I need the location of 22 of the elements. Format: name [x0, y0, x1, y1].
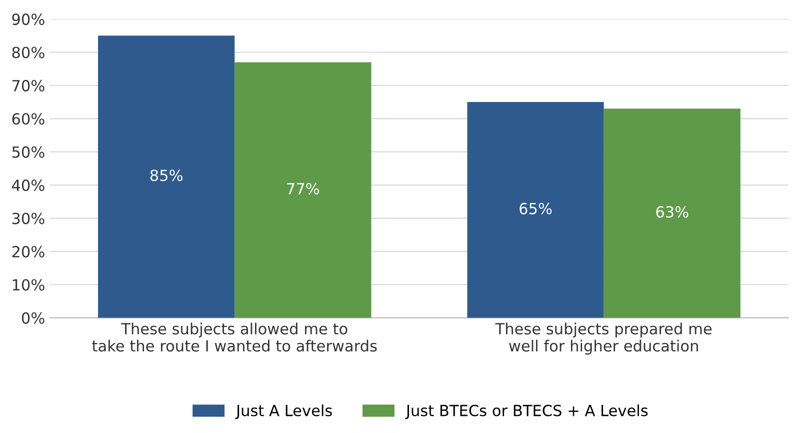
data-label: 63% [656, 206, 688, 218]
y-tick-label: 30% [12, 212, 44, 224]
bar [604, 108, 740, 318]
y-tick-label: 10% [12, 279, 44, 291]
x-tick-label: These subjects prepared me well for higher education [495, 322, 712, 355]
data-label: 85% [150, 170, 182, 182]
legend-label: Just A Levels [235, 404, 332, 420]
bar [467, 102, 604, 318]
y-tick-label: 50% [12, 146, 44, 158]
y-tick-label: 20% [12, 246, 44, 258]
bar [234, 62, 372, 318]
data-label: 65% [520, 202, 552, 214]
x-tick-label: These subjects allowed me to take the route I wanted to afterwards [92, 322, 377, 352]
y-tick-label: 70% [12, 80, 44, 92]
bar [98, 36, 235, 318]
y-tick-label: 0% [22, 312, 44, 324]
legend-label: Just BTECs or BTECS + A Levels [405, 404, 648, 420]
y-tick-label: 40% [12, 180, 44, 192]
y-tick-label: 60% [12, 113, 44, 125]
data-label: 77% [287, 182, 320, 194]
y-tick-label: 80% [12, 46, 44, 58]
y-tick-label: 90% [12, 14, 44, 26]
